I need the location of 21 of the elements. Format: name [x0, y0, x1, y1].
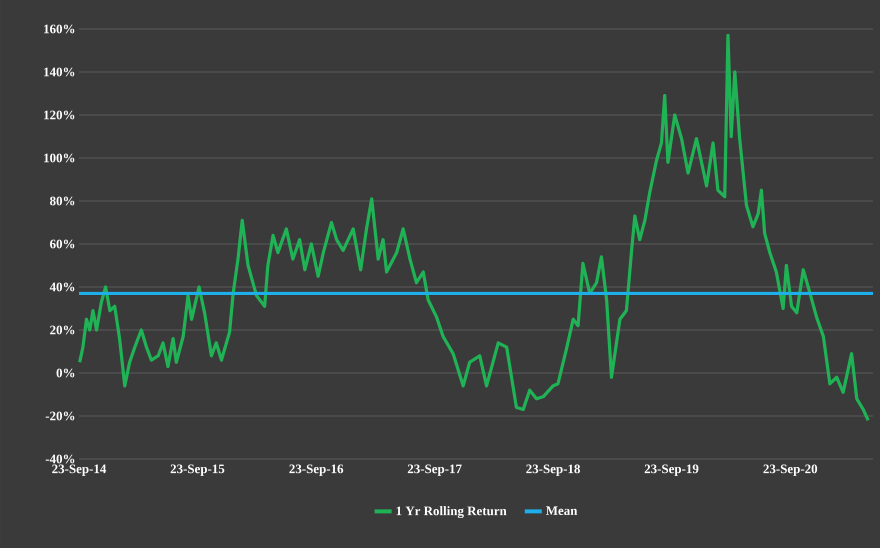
x-tick-label: 23-Sep-17 — [408, 464, 462, 476]
x-tick-label: 23-Sep-15 — [170, 464, 224, 476]
y-tick-label: 80% — [50, 196, 74, 206]
y-tick-label: -40% — [46, 454, 74, 464]
x-tick-label: 23-Sep-19 — [644, 464, 698, 476]
y-tick-label: -20% — [46, 412, 74, 420]
x-tick-label: 23-Sep-18 — [526, 464, 580, 476]
y-tick-label: 20% — [50, 326, 74, 334]
y-tick-label: 40% — [50, 282, 74, 292]
x-tick-label: 23-Sep-16 — [289, 464, 344, 476]
y-tick-label: 160% — [44, 24, 74, 34]
y-tick-label: 100% — [44, 154, 74, 162]
legend-label: 1 Yr Rolling Return — [396, 506, 507, 518]
y-tick-label: 60% — [50, 240, 74, 248]
y-tick-label: 0% — [56, 368, 74, 378]
y-tick-label: 140% — [44, 68, 74, 76]
x-tick-label: 23-Sep-14 — [52, 464, 106, 476]
line-series — [78, 34, 870, 422]
x-tick-label: 23-Sep-20 — [763, 464, 818, 476]
y-tick-label: 120% — [44, 110, 74, 120]
legend-label: Mean — [546, 506, 578, 516]
